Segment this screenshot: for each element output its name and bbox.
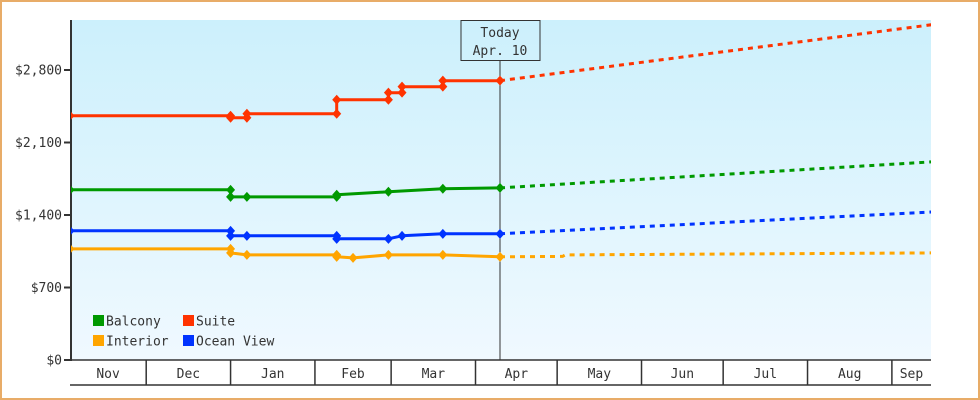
y-tick-label: $2,800: [15, 64, 62, 79]
data-point-marker[interactable]: [226, 184, 236, 195]
data-point-marker[interactable]: [332, 94, 342, 105]
data-point-marker[interactable]: [332, 189, 342, 200]
data-point-marker[interactable]: [397, 230, 407, 241]
legend-swatch: [93, 315, 104, 326]
data-point-marker[interactable]: [226, 230, 236, 241]
data-point-marker[interactable]: [66, 244, 75, 254]
data-point-marker[interactable]: [383, 186, 393, 197]
y-tick-label: $700: [31, 281, 62, 296]
month-label: Dec: [177, 367, 200, 382]
month-label: Apr: [505, 367, 529, 382]
data-point-marker[interactable]: [332, 251, 342, 262]
data-point-marker[interactable]: [438, 75, 448, 86]
series-layer: [66, 23, 931, 263]
series-interior: [66, 243, 931, 263]
month-label: Aug: [838, 367, 861, 382]
data-point-marker[interactable]: [332, 233, 342, 244]
month-label: Jul: [754, 367, 777, 382]
month-label: Mar: [422, 367, 446, 382]
data-point-marker[interactable]: [383, 233, 393, 244]
projection-line: [499, 160, 931, 190]
series-suite: [66, 23, 931, 123]
today-marker: Today Apr. 10: [460, 20, 541, 360]
legend-label: Ocean View: [196, 335, 274, 350]
data-point-marker[interactable]: [397, 87, 407, 98]
legend-label: Interior: [106, 335, 169, 350]
projection-line: [499, 251, 931, 259]
today-date: Apr. 10: [473, 44, 528, 59]
data-point-marker[interactable]: [438, 249, 448, 260]
data-point-marker[interactable]: [383, 87, 393, 98]
data-point-marker[interactable]: [226, 191, 236, 202]
data-point-marker[interactable]: [397, 81, 407, 92]
data-point-marker[interactable]: [495, 251, 505, 262]
data-point-marker[interactable]: [438, 228, 448, 239]
projection-line: [499, 210, 931, 236]
data-point-marker[interactable]: [495, 228, 505, 239]
data-point-marker[interactable]: [242, 191, 252, 202]
legend: Balcony Suite Interior Ocean View: [93, 315, 274, 350]
y-tick-label: $0: [46, 354, 62, 369]
legend-item-balcony[interactable]: Balcony: [93, 315, 161, 330]
legend-swatch: [183, 335, 194, 346]
data-point-marker[interactable]: [226, 112, 236, 123]
month-label: Jun: [671, 367, 694, 382]
x-axis: Nov Dec Jan Feb Mar Apr May Jun Jul Aug Sep: [70, 359, 931, 386]
month-label: Nov: [96, 367, 120, 382]
data-point-marker[interactable]: [226, 247, 236, 258]
y-tick-label: $2,100: [15, 136, 62, 151]
data-point-marker[interactable]: [438, 81, 448, 92]
legend-item-suite[interactable]: Suite: [183, 315, 235, 330]
legend-label: Suite: [196, 315, 235, 330]
data-point-marker[interactable]: [438, 183, 448, 194]
data-point-marker[interactable]: [383, 94, 393, 105]
legend-item-ocean-view[interactable]: Ocean View: [183, 335, 274, 350]
legend-swatch: [93, 335, 104, 346]
data-point-marker[interactable]: [242, 230, 252, 241]
month-label: May: [588, 367, 612, 382]
legend-swatch: [183, 315, 194, 326]
data-point-marker[interactable]: [66, 185, 75, 195]
y-tick-label: $1,400: [15, 209, 62, 224]
today-label: Today: [480, 26, 519, 41]
data-point-marker[interactable]: [242, 249, 252, 260]
projection-line: [499, 23, 931, 83]
month-label: Sep: [900, 367, 924, 382]
series-ocean-view: [66, 210, 931, 244]
month-label: Jan: [261, 367, 284, 382]
data-point-marker[interactable]: [495, 182, 505, 193]
today-box: [460, 20, 541, 61]
series-balcony: [66, 160, 931, 202]
legend-item-interior[interactable]: Interior: [93, 335, 169, 350]
data-point-marker[interactable]: [332, 108, 342, 119]
month-label: Feb: [341, 367, 365, 382]
data-point-marker[interactable]: [66, 226, 75, 236]
data-point-marker[interactable]: [383, 249, 393, 260]
y-axis: $2,800 $2,100 $1,400 $700 $0: [15, 20, 72, 369]
data-point-marker[interactable]: [495, 75, 505, 86]
data-point-marker[interactable]: [242, 108, 252, 119]
data-point-marker[interactable]: [66, 111, 75, 121]
data-point-marker[interactable]: [348, 252, 358, 263]
legend-label: Balcony: [106, 315, 161, 330]
